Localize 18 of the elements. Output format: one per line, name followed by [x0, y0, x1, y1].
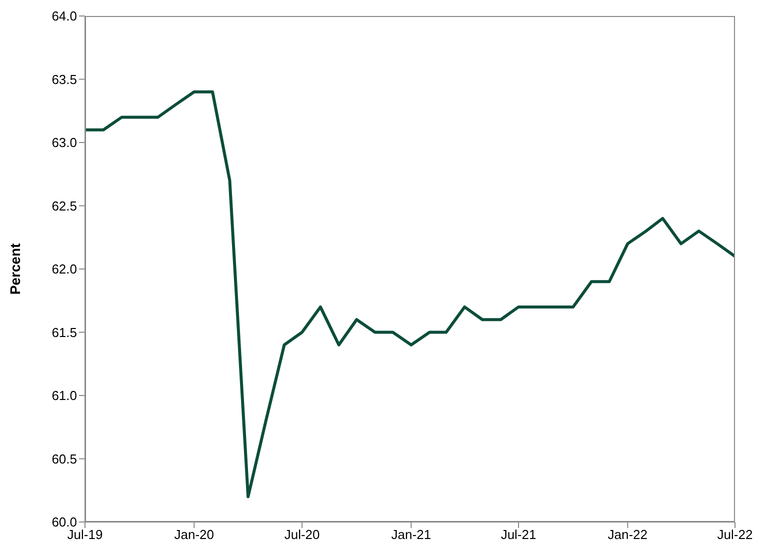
x-tick-label: Jul-22: [717, 527, 753, 542]
y-tick-label: 64.0: [52, 8, 77, 24]
line-series: [85, 90, 735, 498]
y-tick-label: 60.5: [52, 451, 77, 466]
x-tick-label: Jul-20: [284, 527, 320, 542]
y-tick-label: 61.0: [52, 388, 77, 404]
x-tick-label: Jan-20: [174, 527, 214, 542]
y-tick-label: 61.5: [52, 324, 77, 340]
y-axis-title: Percent: [6, 242, 23, 295]
x-tick-label: Jan-22: [608, 527, 648, 542]
y-tick-label: 62.5: [52, 198, 77, 214]
x-tick-label: Jul-19: [67, 527, 103, 542]
y-tick-label: 63.0: [52, 135, 77, 150]
y-tick-label: 63.5: [52, 72, 77, 87]
x-tick-label: Jul-21: [500, 527, 536, 542]
y-tick-label: 60.0: [52, 514, 77, 530]
y-tick-label: 62.0: [52, 262, 77, 277]
x-tick-label: Jan-21: [391, 527, 432, 542]
